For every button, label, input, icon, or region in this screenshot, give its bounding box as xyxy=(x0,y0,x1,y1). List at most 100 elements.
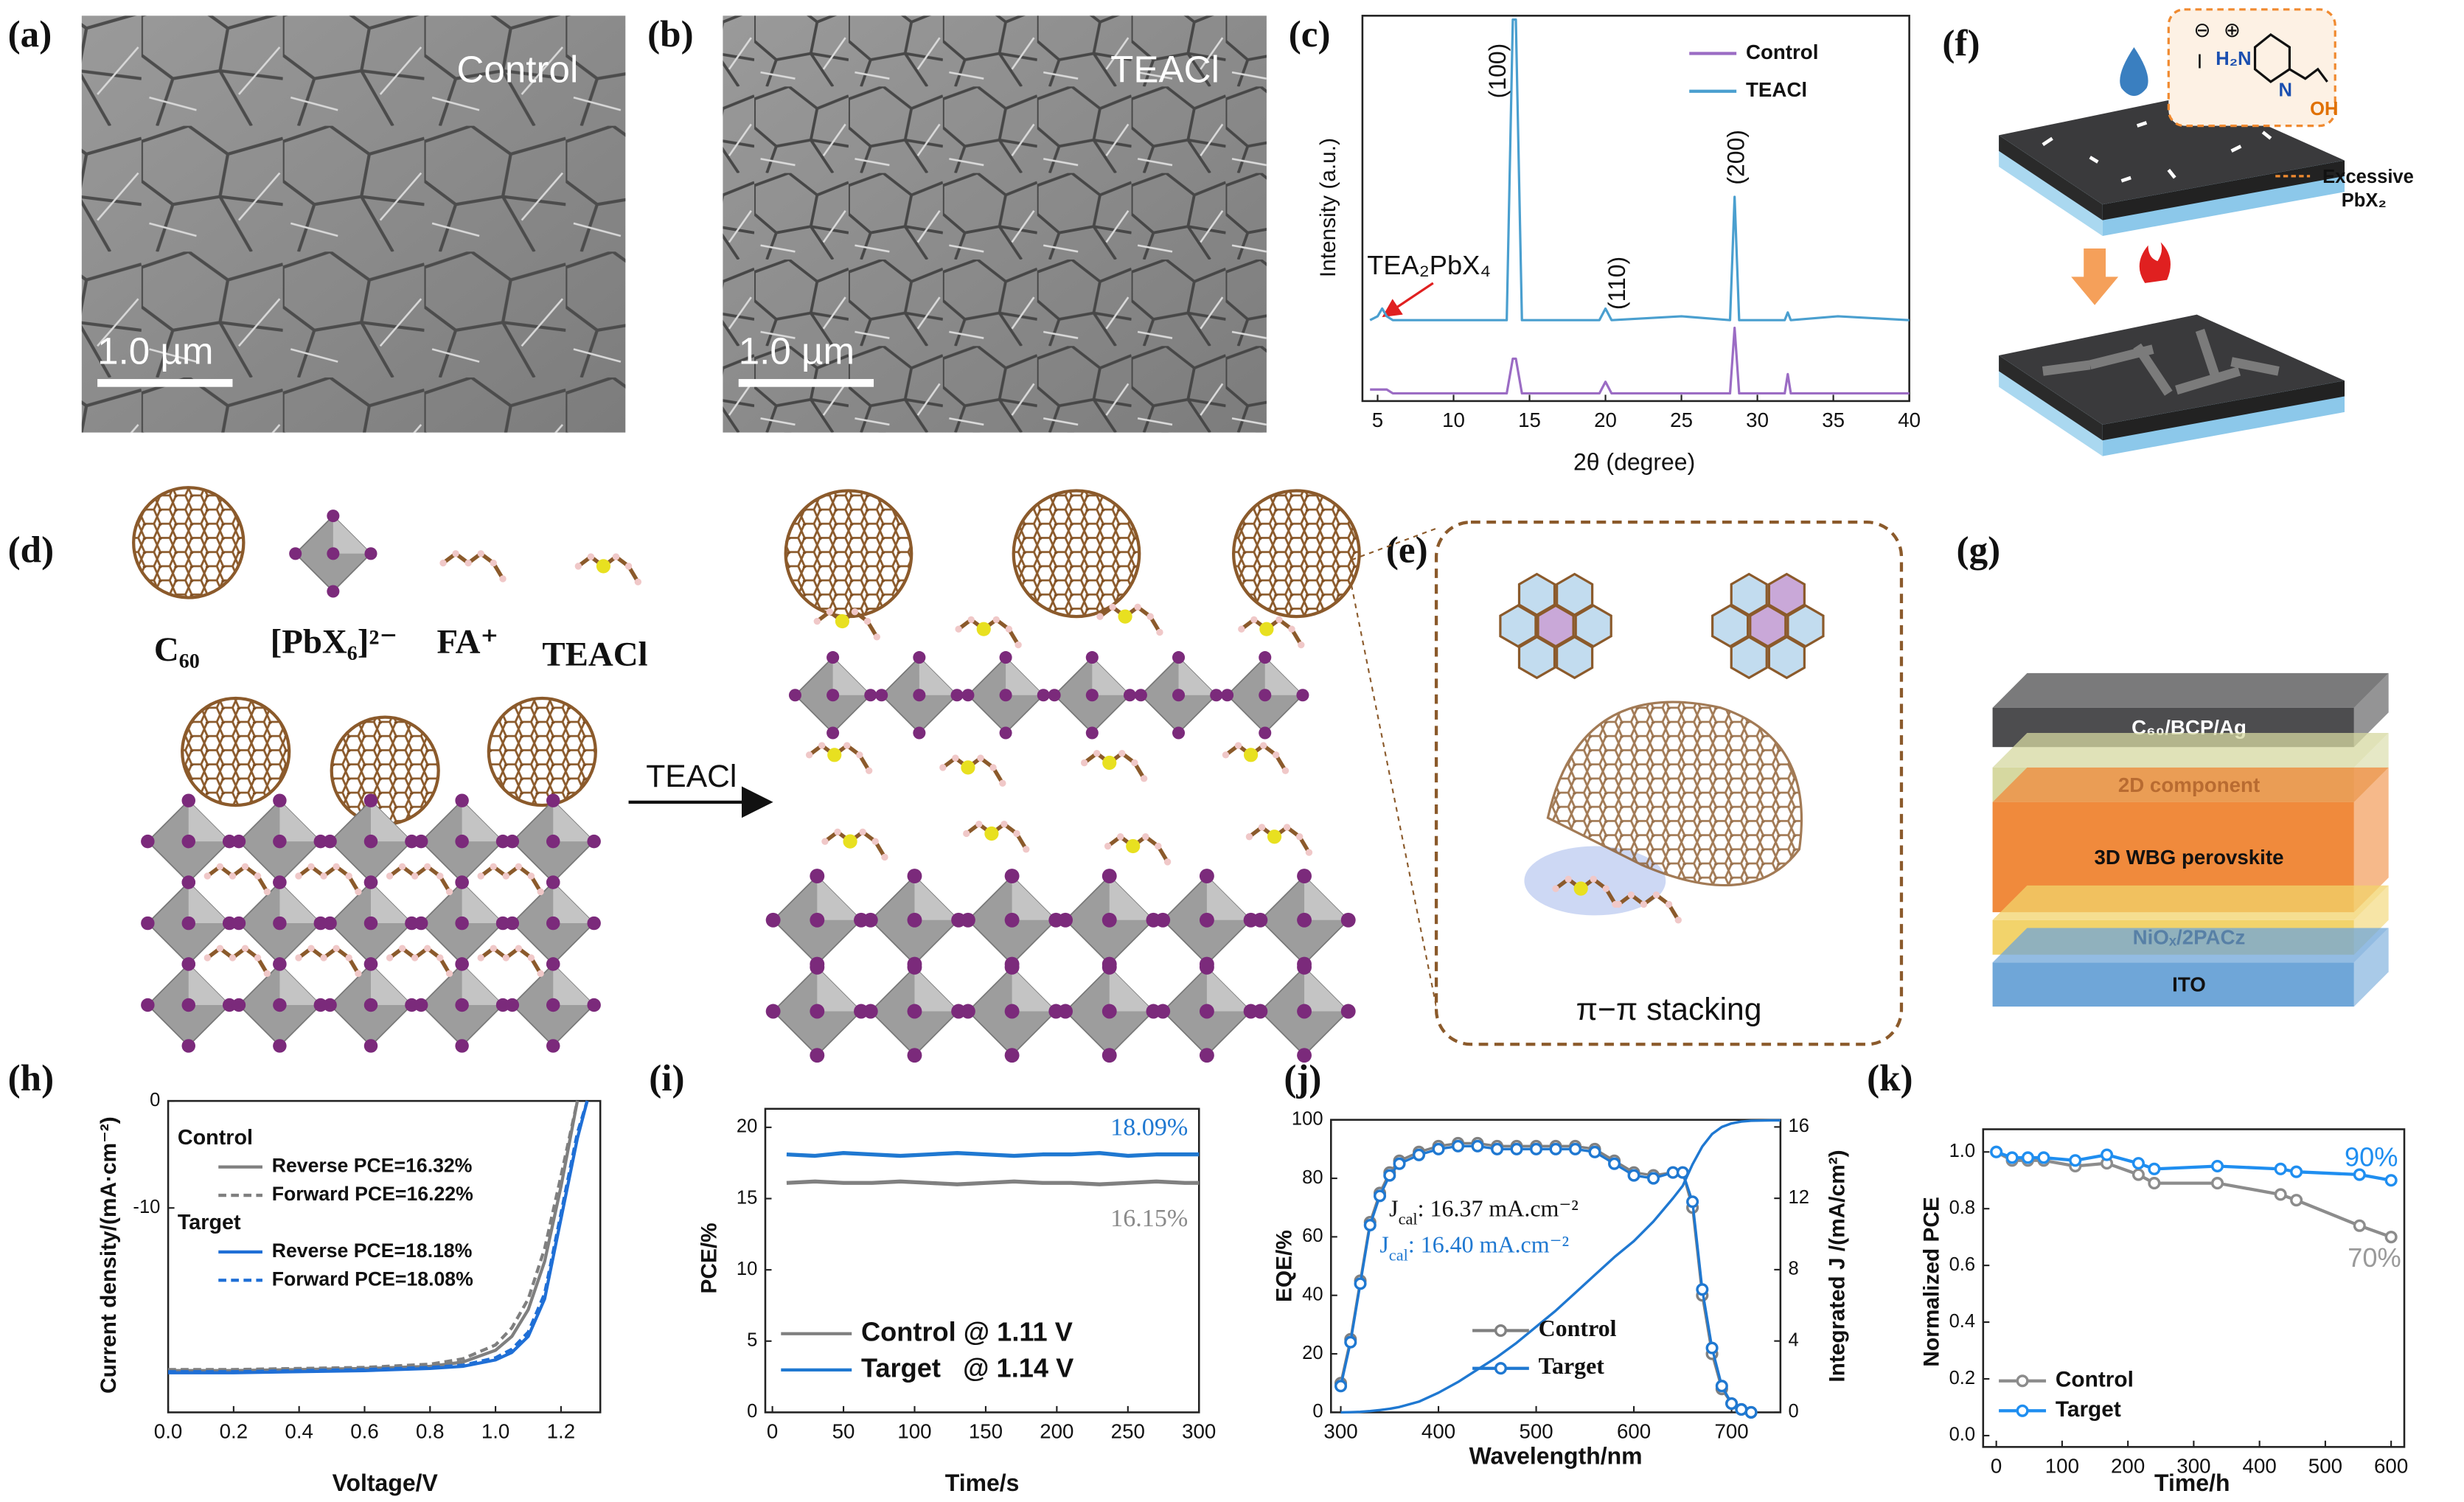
sulfur xyxy=(984,826,999,841)
halide xyxy=(907,1048,922,1063)
series-line xyxy=(168,1100,589,1374)
data-point xyxy=(1374,1189,1387,1203)
halide xyxy=(1085,651,1099,664)
y2-tick-label: 0 xyxy=(1789,1401,1799,1422)
x-tick-label: 100 xyxy=(2045,1454,2079,1477)
molecule-bonds xyxy=(2253,32,2328,83)
halide xyxy=(455,1039,469,1053)
y-tick-label: 0.0 xyxy=(1949,1425,1976,1445)
ring xyxy=(1556,636,1594,680)
atom xyxy=(436,872,444,880)
octahedron-face xyxy=(553,964,594,1005)
atom xyxy=(1000,820,1008,828)
octahedron-face xyxy=(1109,876,1154,920)
halide xyxy=(181,875,196,889)
atom xyxy=(1096,613,1104,620)
ring xyxy=(1517,572,1556,616)
halide xyxy=(546,875,560,889)
y-axis-label: Intensity (a.u.) xyxy=(1316,138,1340,277)
plot-frame xyxy=(1982,1128,2406,1448)
data-point xyxy=(1413,1148,1426,1161)
atom xyxy=(821,838,829,845)
atom xyxy=(1142,833,1149,841)
atom xyxy=(477,872,484,880)
ring xyxy=(1556,572,1594,616)
atom xyxy=(1615,900,1623,908)
legend-label: Control @ 1.11 V xyxy=(861,1316,1073,1346)
atom xyxy=(1283,824,1291,831)
atom xyxy=(203,954,212,962)
c60 xyxy=(181,696,291,807)
series-line xyxy=(1370,327,1910,395)
halide xyxy=(1297,869,1312,884)
halide xyxy=(414,998,428,1012)
halide xyxy=(1123,689,1136,702)
halide xyxy=(546,793,560,807)
halide xyxy=(999,689,1012,702)
x-tick-label: 300 xyxy=(1182,1419,1216,1442)
atom xyxy=(411,954,419,962)
halide xyxy=(864,689,877,702)
annotation: TEA₂PbX₄ xyxy=(1367,250,1491,280)
panel-label: (j) xyxy=(1284,1057,1321,1099)
annotation: 16.15% xyxy=(1110,1205,1188,1232)
octahedron-face xyxy=(279,964,321,1005)
data-point xyxy=(2274,1188,2287,1201)
layer-label: 3D WBG perovskite xyxy=(2095,846,2284,869)
halide xyxy=(1004,959,1020,975)
halide xyxy=(950,689,964,702)
series-line xyxy=(1369,18,1910,321)
stacking-drawing xyxy=(1499,572,1825,924)
sem-grains xyxy=(81,15,626,433)
halide xyxy=(1340,1004,1356,1019)
halide xyxy=(907,912,922,928)
halide xyxy=(1102,959,1117,975)
annotation-part: cal xyxy=(1399,1209,1418,1228)
atom xyxy=(1116,833,1124,841)
octahedron-face xyxy=(1092,657,1130,695)
annotation: Jcal: 16.37 mA.cm⁻² xyxy=(1389,1196,1579,1228)
charge: ⊕ xyxy=(2224,18,2241,41)
halide xyxy=(1297,1004,1312,1019)
data-point xyxy=(1530,1142,1543,1155)
halide xyxy=(141,916,155,931)
halide xyxy=(363,998,378,1012)
data-point xyxy=(1549,1142,1562,1155)
sem-caption: TEACl xyxy=(1110,49,1219,91)
atom xyxy=(477,954,484,962)
halide xyxy=(414,916,428,931)
legend-label: Target @ 1.14 V xyxy=(861,1352,1073,1383)
atom xyxy=(502,954,509,962)
halide xyxy=(1221,689,1234,702)
c60 xyxy=(487,696,597,807)
charge: ⊖ xyxy=(2193,18,2210,41)
atom xyxy=(537,970,544,978)
atom xyxy=(1238,625,1245,633)
x-tick-label: 0.8 xyxy=(416,1419,445,1442)
x-axis-label: Time/h xyxy=(2154,1470,2230,1496)
pbx2-crystals xyxy=(2042,121,2272,183)
atom xyxy=(834,828,841,836)
atom xyxy=(515,863,523,870)
panel-label: (i) xyxy=(649,1057,684,1099)
x-axis-label: Wavelength/nm xyxy=(1469,1443,1643,1470)
sulfur xyxy=(1243,748,1259,762)
series-line xyxy=(1995,1150,2392,1239)
halide xyxy=(181,916,196,931)
data-point xyxy=(2148,1162,2161,1175)
halide xyxy=(1297,912,1312,928)
halide xyxy=(313,998,328,1012)
halide xyxy=(1172,726,1186,740)
panel-label: (h) xyxy=(8,1057,55,1099)
octahedron-face xyxy=(371,882,412,924)
x-axis-label: Time/s xyxy=(945,1470,1020,1496)
atom xyxy=(967,616,975,624)
species-label: FA⁺ xyxy=(437,622,499,661)
legend-marker xyxy=(1494,1324,1507,1338)
legend-label: Target xyxy=(1539,1353,1605,1379)
atom xyxy=(865,767,873,774)
atom xyxy=(1005,625,1013,633)
octahedron-face xyxy=(1304,876,1348,920)
halide xyxy=(999,726,1012,740)
halide xyxy=(863,912,878,928)
